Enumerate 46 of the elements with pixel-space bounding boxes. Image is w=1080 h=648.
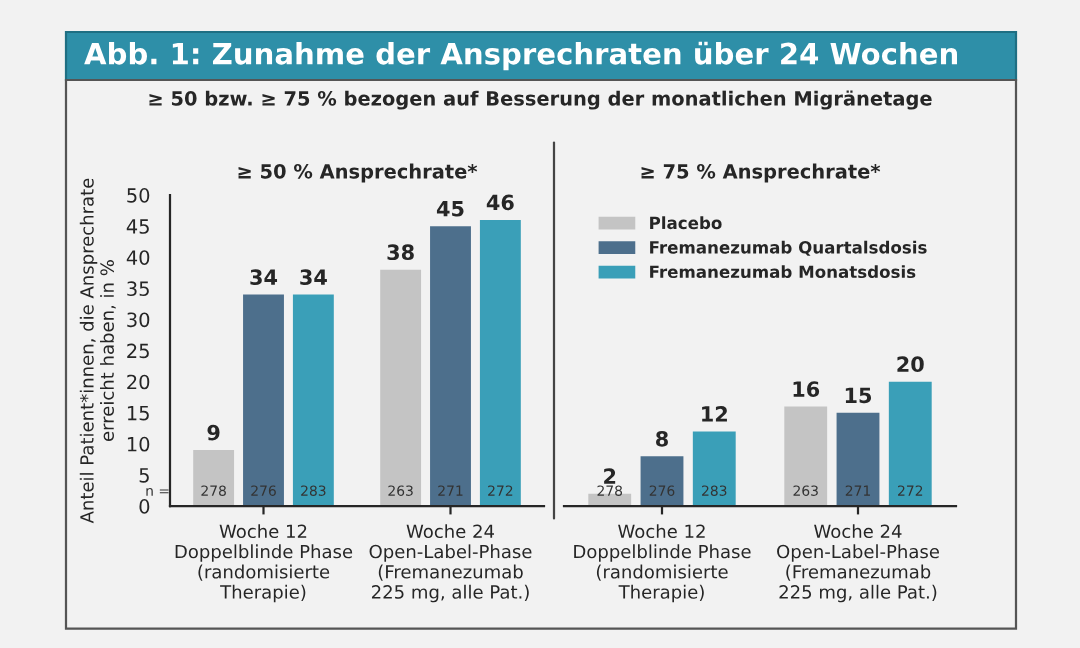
data-label: 15 <box>845 387 872 404</box>
text: ≥ 50 bzw. ≥ 75 % bezogen auf Besserung der monatlichen Migränetage <box>149 90 932 110</box>
y-tick-label: 10 <box>127 436 150 452</box>
data-label: 16 <box>793 381 820 397</box>
y-tick-label: 15 <box>127 405 149 421</box>
y-tick-label: 35 <box>127 281 149 297</box>
bar <box>784 406 828 507</box>
x-tick-label: Woche 12 Doppelblinde Phase (randomisierte Therapie) <box>175 524 353 603</box>
legend-label: Fremanezumab Monatsdosis <box>650 265 916 279</box>
data-label: 9 <box>207 424 220 441</box>
y-tick-label: 25 <box>127 343 149 359</box>
bar <box>692 431 736 507</box>
y-tick-label: 5 <box>139 468 149 483</box>
bar <box>888 381 932 507</box>
text: Abb. 1: Zunahme der Ansprechraten über 24 Wochen <box>84 41 957 71</box>
bar <box>836 412 880 507</box>
x-tick-label: Woche 24 Open-Label-Phase (Fremanezumab 225 mg, alle Pat.) <box>369 524 532 603</box>
bar <box>243 294 284 507</box>
y-tick-label: 50 <box>127 188 150 203</box>
legend-label: Placebo <box>650 216 722 230</box>
y-tick-label: 45 <box>126 219 149 234</box>
bar <box>292 294 334 507</box>
x-tick-label: Woche 24 Open-Label-Phase (Fremanezumab 225 mg, alle Pat.) <box>777 524 939 603</box>
data-label: 38 <box>387 244 414 261</box>
legend-label: Fremanezumab Quartalsdosis <box>650 240 927 256</box>
y-tick-label: 30 <box>127 312 150 328</box>
data-label: 34 <box>250 269 278 285</box>
y-axis-title: Anteil Patient*innen, die Ansprechrate erreicht haben, in % <box>79 178 116 524</box>
y-tick-label: 0 <box>139 499 150 514</box>
data-label: 34 <box>300 269 327 285</box>
data-label: 20 <box>897 356 924 373</box>
chart-title: ≥ 75 % Ansprechrate* <box>641 163 881 183</box>
data-label: 8 <box>656 430 668 447</box>
bar <box>380 269 422 507</box>
bar <box>640 456 684 507</box>
data-label: 45 <box>436 201 464 217</box>
chart-title: ≥ 50 % Ansprechrate* <box>238 163 478 183</box>
data-label: 2 <box>604 468 616 484</box>
y-tick-label: 20 <box>127 374 150 390</box>
bar <box>479 219 521 507</box>
bar <box>430 226 471 507</box>
data-label: 12 <box>702 406 727 422</box>
x-tick-label: Woche 12 Doppelblinde Phase (randomisierte Therapie) <box>574 524 751 603</box>
bar <box>193 450 235 507</box>
data-label: 46 <box>486 194 514 211</box>
y-tick-label: 40 <box>126 250 150 265</box>
